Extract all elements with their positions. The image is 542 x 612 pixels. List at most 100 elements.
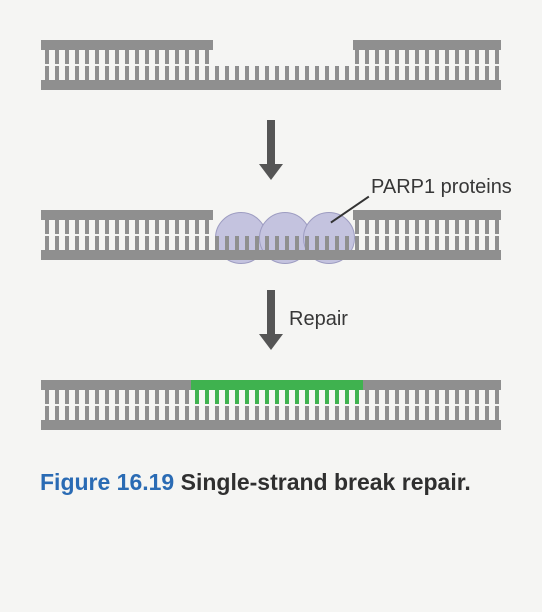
- base-pair-tick: [45, 390, 49, 420]
- base-pair-tick: [465, 390, 469, 420]
- bottom-strand: [41, 420, 501, 430]
- base-pair-tick: [325, 50, 329, 80]
- base-pair-tick: [295, 220, 299, 250]
- base-pair-tick: [235, 220, 239, 250]
- base-pair-tick: [365, 390, 369, 420]
- base-pair-tick: [355, 220, 359, 250]
- base-pair-tick: [195, 50, 199, 80]
- base-pair-tick: [395, 50, 399, 80]
- base-pair-tick: [95, 220, 99, 250]
- base-pair-tick: [265, 50, 269, 80]
- parp1-callout-label: PARP1 proteins: [371, 176, 512, 199]
- base-pair-tick: [335, 50, 339, 80]
- base-pair-tick: [285, 390, 289, 420]
- base-pair-tick: [135, 390, 139, 420]
- base-pair-tick: [475, 390, 479, 420]
- base-pair-tick: [145, 390, 149, 420]
- base-pair-tick: [415, 390, 419, 420]
- base-pair-tick: [495, 220, 499, 250]
- base-pair-tick: [165, 50, 169, 80]
- base-pair-tick: [405, 390, 409, 420]
- base-pair-tick: [455, 50, 459, 80]
- base-pair-ticks: [45, 220, 499, 250]
- base-pair-tick: [425, 50, 429, 80]
- base-pair-tick: [65, 390, 69, 420]
- base-pair-tick: [125, 390, 129, 420]
- base-pair-tick: [265, 390, 269, 420]
- base-pair-tick: [165, 390, 169, 420]
- base-pair-tick: [335, 220, 339, 250]
- base-pair-tick: [175, 50, 179, 80]
- base-pair-ticks: [45, 390, 499, 420]
- base-pair-tick: [285, 50, 289, 80]
- base-pair-tick: [415, 220, 419, 250]
- base-pair-tick: [455, 220, 459, 250]
- base-pair-tick: [295, 390, 299, 420]
- base-pair-tick: [475, 220, 479, 250]
- base-pair-ticks: [45, 50, 499, 80]
- figure-title: Single-strand break repair.: [181, 469, 471, 495]
- base-pair-tick: [185, 390, 189, 420]
- base-pair-tick: [215, 390, 219, 420]
- base-pair-tick: [445, 220, 449, 250]
- base-pair-tick: [255, 390, 259, 420]
- base-pair-tick: [115, 50, 119, 80]
- base-pair-tick: [345, 390, 349, 420]
- base-pair-tick: [315, 50, 319, 80]
- base-pair-tick: [205, 220, 209, 250]
- base-pair-tick: [215, 220, 219, 250]
- base-pair-tick: [225, 220, 229, 250]
- top-strand: [41, 380, 501, 390]
- base-pair-tick: [465, 220, 469, 250]
- base-pair-tick: [475, 50, 479, 80]
- bottom-strand: [41, 80, 501, 90]
- base-pair-tick: [435, 50, 439, 80]
- base-pair-tick: [305, 50, 309, 80]
- base-pair-tick: [385, 390, 389, 420]
- dna-stage-3-repaired: [41, 380, 501, 430]
- top-strand: [41, 40, 501, 50]
- dna-stage-1-broken: [41, 40, 501, 90]
- base-pair-tick: [415, 50, 419, 80]
- base-pair-tick: [445, 390, 449, 420]
- base-pair-tick: [315, 220, 319, 250]
- figure-number: Figure 16.19: [40, 469, 174, 495]
- base-pair-tick: [275, 50, 279, 80]
- base-pair-tick: [445, 50, 449, 80]
- arrow-head: [259, 164, 283, 180]
- bottom-strand: [41, 250, 501, 260]
- base-pair-tick: [285, 220, 289, 250]
- base-pair-tick: [465, 50, 469, 80]
- base-pair-tick: [205, 50, 209, 80]
- base-pair-tick: [175, 220, 179, 250]
- base-pair-tick: [365, 220, 369, 250]
- base-pair-tick: [145, 220, 149, 250]
- base-pair-tick: [235, 50, 239, 80]
- base-pair-tick: [155, 220, 159, 250]
- base-pair-tick: [245, 390, 249, 420]
- base-pair-tick: [265, 220, 269, 250]
- base-pair-tick: [205, 390, 209, 420]
- base-pair-tick: [155, 50, 159, 80]
- base-pair-tick: [485, 220, 489, 250]
- base-pair-tick: [255, 50, 259, 80]
- base-pair-tick: [175, 390, 179, 420]
- base-pair-tick: [375, 390, 379, 420]
- base-pair-tick: [395, 390, 399, 420]
- base-pair-tick: [315, 390, 319, 420]
- base-pair-tick: [85, 50, 89, 80]
- base-pair-tick: [275, 220, 279, 250]
- base-pair-tick: [235, 390, 239, 420]
- base-pair-tick: [295, 50, 299, 80]
- base-pair-tick: [395, 220, 399, 250]
- base-pair-tick: [185, 220, 189, 250]
- base-pair-tick: [75, 220, 79, 250]
- base-pair-tick: [55, 220, 59, 250]
- base-pair-tick: [215, 50, 219, 80]
- base-pair-tick: [155, 390, 159, 420]
- base-pair-tick: [85, 390, 89, 420]
- base-pair-tick: [305, 220, 309, 250]
- base-pair-tick: [485, 390, 489, 420]
- base-pair-tick: [365, 50, 369, 80]
- base-pair-tick: [115, 220, 119, 250]
